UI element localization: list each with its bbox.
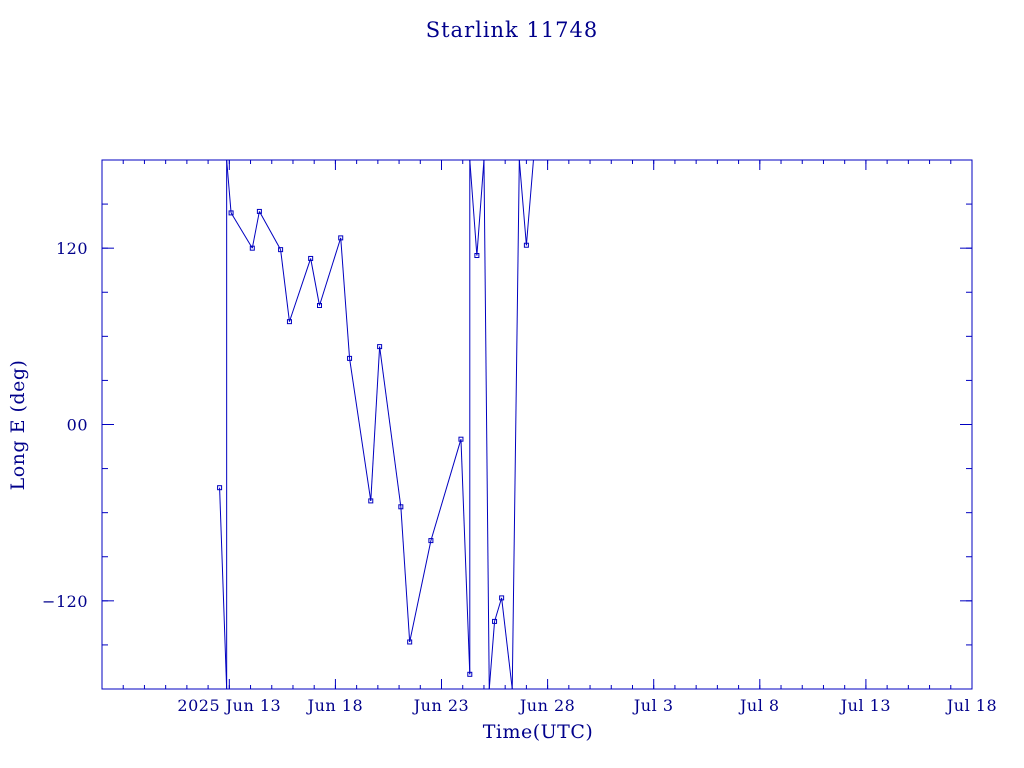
series-segment <box>319 237 342 306</box>
series-segment <box>349 358 372 501</box>
data-point <box>377 344 383 350</box>
x-tick-label: Jul 18 <box>945 696 997 715</box>
plot-frame <box>101 159 973 690</box>
data-point <box>308 255 314 261</box>
series-segment <box>251 211 260 249</box>
series-segment <box>379 346 402 507</box>
series-segment <box>340 237 351 359</box>
series-segment <box>476 159 485 256</box>
data-point <box>286 319 292 325</box>
data-point <box>523 242 529 248</box>
data-point <box>278 247 284 253</box>
series-segment <box>483 159 490 690</box>
series-segment <box>518 159 527 246</box>
y-tick-label: 00 <box>67 416 88 435</box>
series-segment <box>494 597 503 622</box>
series-segment <box>460 439 471 675</box>
x-tick-label: Jul 3 <box>632 696 674 715</box>
data-point <box>338 235 344 241</box>
y-axis-label: Long E (deg) <box>7 360 29 491</box>
chart-title: Starlink 11748 <box>426 18 599 42</box>
series-segment <box>430 439 462 541</box>
minor-ticks <box>101 159 973 690</box>
series-segment <box>226 159 232 213</box>
data-point <box>467 671 473 677</box>
data-point <box>368 498 374 504</box>
series-segment <box>258 211 282 250</box>
x-tick-label: 2025 Jun 13 <box>177 696 281 715</box>
x-axis-ticks: 2025 Jun 13 Jun 18 Jun 23 Jun 28 Jul 3 Jul 8 J… <box>177 160 997 715</box>
series-segment <box>288 258 312 322</box>
series-segment <box>511 159 520 690</box>
x-tick-label: Jul 13 <box>839 696 891 715</box>
y-axis-ticks: 120 00 −120 <box>42 239 972 611</box>
data-point <box>407 639 413 645</box>
series-segment <box>409 540 432 643</box>
series-segment <box>400 506 411 643</box>
series-segment <box>469 159 478 256</box>
series-segment <box>230 212 253 249</box>
series-segment <box>370 346 381 501</box>
data-point <box>492 618 498 624</box>
y-tick-label: −120 <box>42 592 88 611</box>
series-longitude <box>217 159 534 690</box>
y-tick-label: 120 <box>56 239 88 258</box>
series-segment <box>310 258 320 306</box>
data-point <box>317 302 322 308</box>
x-tick-label: Jul 8 <box>738 696 780 715</box>
series-segment <box>488 621 496 690</box>
series-segment <box>219 487 228 690</box>
data-point <box>499 595 505 601</box>
data-point <box>228 210 234 216</box>
x-axis-label: Time(UTC) <box>483 721 594 743</box>
data-point <box>217 485 223 491</box>
data-point <box>249 245 255 251</box>
x-tick-label: Jun 23 <box>412 696 469 715</box>
data-point <box>398 504 404 510</box>
x-tick-label: Jun 18 <box>306 696 363 715</box>
x-tick-label: Jun 28 <box>518 696 575 715</box>
data-point <box>428 538 434 544</box>
data-point <box>347 355 353 361</box>
data-point <box>256 208 262 214</box>
data-point <box>474 253 480 259</box>
series-segment <box>501 597 513 690</box>
series-segment <box>280 249 290 322</box>
series-segment <box>525 159 534 246</box>
data-point <box>458 436 464 442</box>
